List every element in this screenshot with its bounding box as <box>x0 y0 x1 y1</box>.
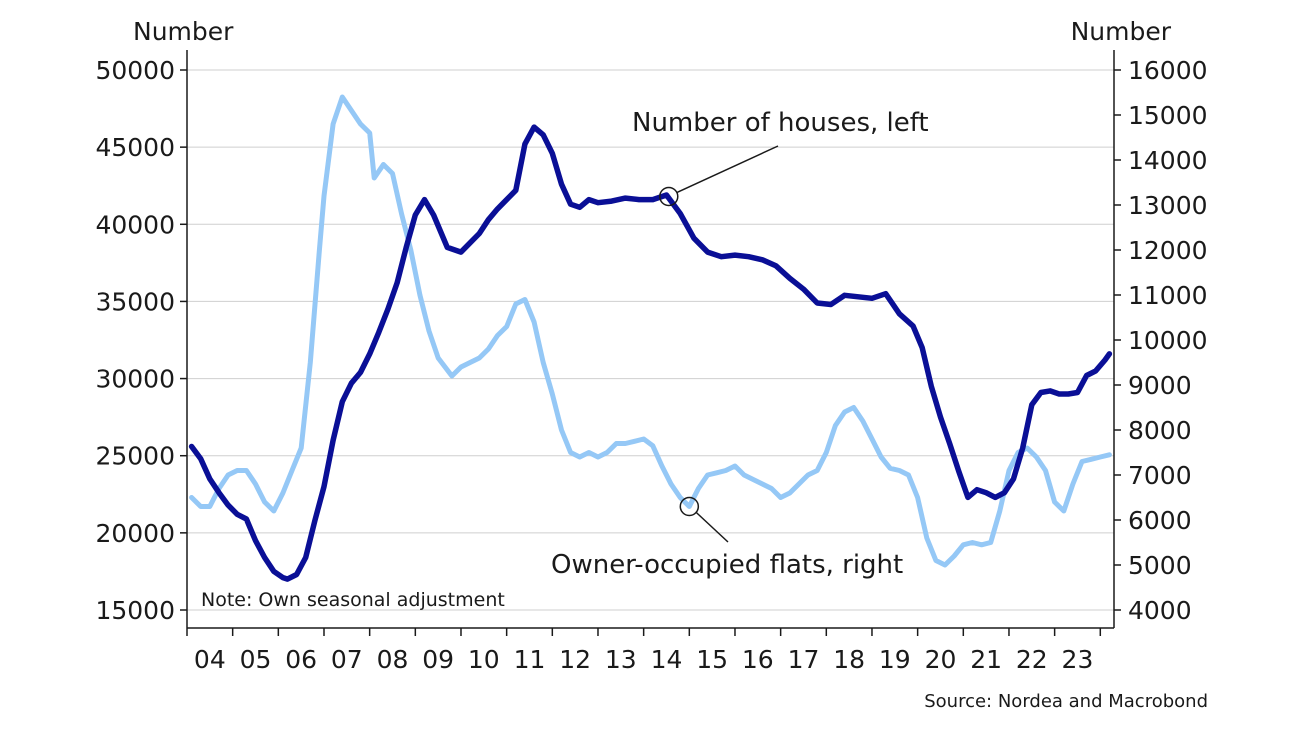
x-tick-label: 15 <box>696 645 728 674</box>
left-tick-label: 25000 <box>95 442 175 471</box>
left-tick-label: 50000 <box>95 56 175 85</box>
right-tick-label: 15000 <box>1128 101 1208 130</box>
right-axis-title: Number <box>1071 17 1172 46</box>
x-tick-label: 14 <box>651 645 683 674</box>
left-tick-label: 15000 <box>95 596 175 625</box>
x-tick-label: 20 <box>925 645 957 674</box>
right-tick-label: 13000 <box>1128 191 1208 220</box>
right-tick-label: 16000 <box>1128 56 1208 85</box>
left-tick-label: 20000 <box>95 519 175 548</box>
annotation-flats-leader <box>695 511 729 543</box>
right-tick-label: 14000 <box>1128 146 1208 175</box>
chart-source: Source: Nordea and Macrobond <box>924 691 1208 712</box>
x-tick-label: 13 <box>605 645 637 674</box>
x-axis-ticks: 04 05 06 07 08 09 10 11 12 13 14 15 16 17 18 19 20 21 22 23 <box>186 628 1102 674</box>
annotations <box>659 145 779 543</box>
left-axis-ticks: 50000 45000 40000 35000 30000 25000 20000 15000 <box>95 56 187 625</box>
annotation-houses-marker <box>659 186 679 207</box>
x-tick-label: 09 <box>422 645 454 674</box>
right-tick-label: 9000 <box>1128 371 1192 400</box>
gridlines <box>187 69 1114 611</box>
x-tick-label: 18 <box>833 645 865 674</box>
x-tick-label: 04 <box>194 645 226 674</box>
x-tick-label: 06 <box>285 645 317 674</box>
right-tick-label: 5000 <box>1128 551 1192 580</box>
right-tick-label: 10000 <box>1128 326 1208 355</box>
left-tick-label: 30000 <box>95 365 175 394</box>
annotation-flats-label: Owner-occupied flats, right <box>551 550 903 580</box>
annotation-flats-marker <box>679 496 700 517</box>
series-line-owner-occupied-flats <box>189 94 1112 568</box>
x-tick-label: 19 <box>879 645 911 674</box>
left-tick-label: 45000 <box>95 133 175 162</box>
x-tick-label: 23 <box>1062 645 1094 674</box>
right-axis-ticks: 16000 15000 14000 13000 12000 11000 10000 9000 8… <box>1114 56 1208 625</box>
x-tick-label: 12 <box>559 645 591 674</box>
series-line-number-of-houses <box>188 124 1113 582</box>
x-tick-label: 11 <box>514 645 546 674</box>
right-tick-label: 4000 <box>1128 596 1192 625</box>
left-tick-label: 40000 <box>95 210 175 239</box>
x-tick-label: 17 <box>788 645 820 674</box>
left-axis-title: Number <box>133 17 234 46</box>
annotation-houses-label: Number of houses, left <box>632 108 929 138</box>
annotation-houses-leader <box>676 145 779 194</box>
chart-note: Note: Own seasonal adjustment <box>201 589 505 611</box>
x-tick-label: 22 <box>1016 645 1048 674</box>
right-tick-label: 6000 <box>1128 506 1192 535</box>
x-tick-label: 10 <box>468 645 500 674</box>
right-tick-label: 12000 <box>1128 236 1208 265</box>
right-tick-label: 8000 <box>1128 416 1192 445</box>
x-tick-label: 05 <box>240 645 272 674</box>
right-tick-label: 7000 <box>1128 461 1192 490</box>
right-tick-label: 11000 <box>1128 281 1208 310</box>
x-tick-label: 21 <box>970 645 1002 674</box>
left-tick-label: 35000 <box>95 287 175 316</box>
x-tick-label: 08 <box>377 645 409 674</box>
x-tick-label: 07 <box>331 645 363 674</box>
x-tick-label: 16 <box>742 645 774 674</box>
